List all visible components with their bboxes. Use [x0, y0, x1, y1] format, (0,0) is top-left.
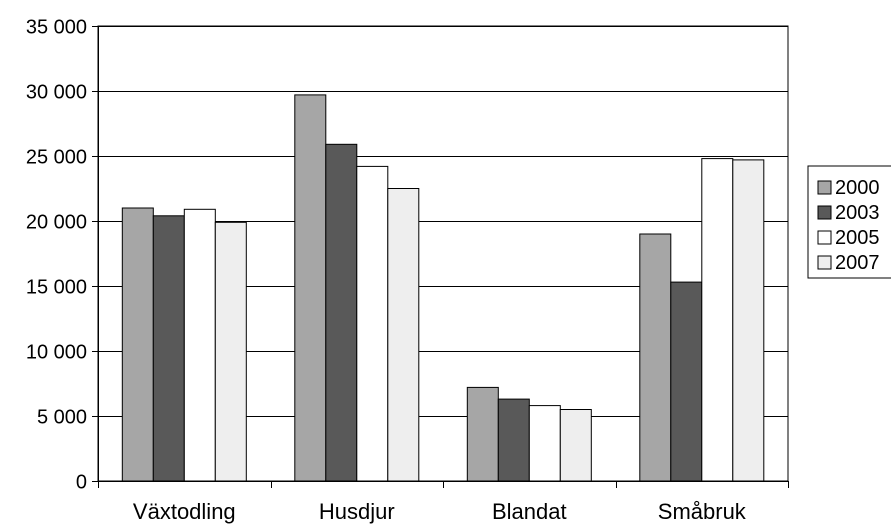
axes: 0 5 000 10 000 15 000 20 000 25 000 30 000 35 0… — [26, 17, 789, 524]
x-category-label: Blandat — [492, 499, 567, 524]
y-tick-label: 5 000 — [37, 407, 87, 429]
legend-swatch-2000 — [817, 180, 832, 195]
bar-2000-3 — [639, 233, 672, 482]
legend-swatch-2007 — [817, 255, 832, 270]
bar-2007-3 — [732, 159, 765, 482]
bar-2003-2 — [497, 398, 530, 482]
bar-2003-3 — [670, 281, 703, 482]
x-category-label: Husdjur — [319, 499, 395, 524]
legend-label-2005: 2005 — [835, 227, 880, 249]
legend-label-2003: 2003 — [835, 202, 880, 224]
y-tick-label: 25 000 — [26, 147, 87, 169]
bar-2005-2 — [528, 405, 561, 482]
x-category-label: Växtodling — [133, 499, 236, 524]
legend-label-2000: 2000 — [835, 177, 880, 199]
bar-2007-1 — [387, 188, 420, 482]
bar-2000-0 — [121, 207, 154, 482]
bar-2007-2 — [559, 409, 592, 482]
bar-2000-2 — [466, 386, 499, 482]
legend-label-2007: 2007 — [835, 252, 880, 274]
y-tick-label: 0 — [76, 472, 87, 494]
y-tick-label: 35 000 — [26, 17, 87, 39]
legend: 2000 2003 2005 2007 — [807, 165, 891, 279]
x-category-label: Småbruk — [658, 499, 747, 524]
y-tick-label: 15 000 — [26, 277, 87, 299]
bar-2005-1 — [356, 165, 389, 482]
bar-2005-3 — [701, 158, 734, 482]
legend-swatch-2003 — [817, 205, 832, 220]
bar-2003-1 — [325, 143, 358, 482]
y-tick-label: 10 000 — [26, 342, 87, 364]
y-tick-label: 20 000 — [26, 212, 87, 234]
y-tick-label: 30 000 — [26, 82, 87, 104]
legend-swatch-2005 — [817, 230, 832, 245]
bars — [121, 94, 765, 482]
bar-2000-1 — [294, 94, 327, 482]
bar-2003-0 — [152, 215, 185, 482]
bar-2007-0 — [214, 221, 247, 482]
bar-2005-0 — [183, 208, 216, 482]
